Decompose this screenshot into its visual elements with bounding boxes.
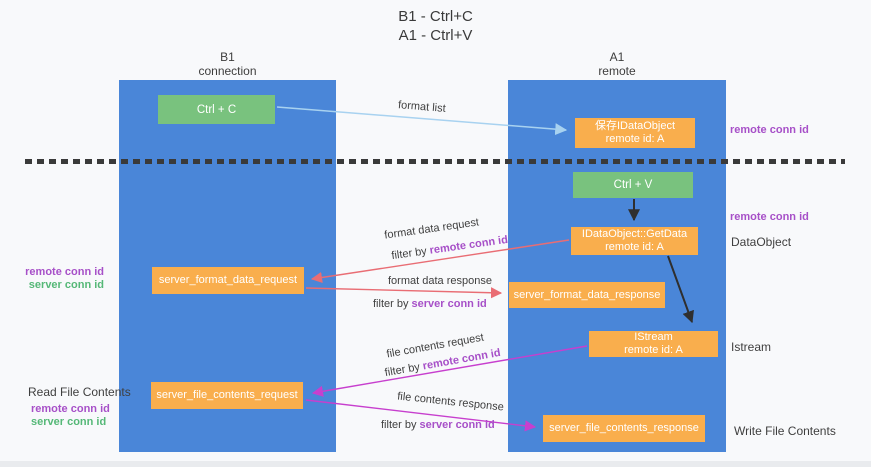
title-line-2: A1 - Ctrl+V [398, 27, 473, 44]
bottom-edge-bar [0, 461, 871, 467]
filter-by-text: filter by [390, 245, 428, 263]
remote-conn-id-text: remote conn id [428, 233, 509, 257]
server-format-data-response-box: server_format_data_response [509, 282, 665, 308]
filter-by-text: filter by [373, 298, 409, 310]
format-list-label: format list [397, 99, 447, 115]
file-contents-response-label: file contents response [396, 390, 505, 414]
ctrl-c-label: Ctrl + C [196, 103, 237, 116]
column-header-b1: B1 connection [119, 50, 336, 78]
filter-by-text: filter by [381, 419, 417, 431]
server-format-data-response-label: server_format_data_response [513, 288, 661, 301]
remote-conn-id-annotation-bottom-left: remote conn id [31, 403, 110, 415]
column-header-a1: A1 remote [508, 50, 726, 78]
istream-annotation: Istream [731, 340, 772, 354]
remote-conn-id-annotation-mid: remote conn id [730, 211, 809, 223]
format-data-request-label: format data request [383, 216, 480, 242]
column-a1-name: A1 [609, 50, 625, 64]
dashed-divider [25, 159, 845, 164]
server-file-contents-request-box: server_file_contents_request [151, 382, 303, 409]
column-a1-role: remote [598, 64, 636, 78]
getdata-line1: IDataObject::GetData [581, 228, 688, 240]
server-file-contents-response-label: server_file_contents_response [549, 422, 699, 434]
server-format-data-request-label: server_format_data_request [158, 274, 298, 286]
diagram-title: B1 - Ctrl+C A1 - Ctrl+V [0, 7, 871, 45]
column-b1-name: B1 [220, 50, 235, 64]
server-conn-id-annotation-left: server conn id [28, 279, 104, 291]
remote-conn-id-annotation-left: remote conn id [25, 266, 104, 278]
remote-conn-id-annotation-top: remote conn id [730, 124, 809, 136]
server-file-contents-response-box: server_file_contents_response [543, 415, 705, 442]
format-data-response-label: format data response [388, 275, 492, 287]
file-contents-response-filter-label: filter by server conn id [381, 419, 495, 431]
save-idataobject-line1: 保存IDataObject [594, 120, 676, 132]
filter-by-text: filter by [383, 361, 421, 380]
ctrl-v-box: Ctrl + V [573, 172, 693, 198]
save-idataobject-line2: remote id: A [605, 133, 665, 145]
server-conn-id-text: server conn id [419, 419, 495, 431]
ctrl-v-label: Ctrl + V [613, 179, 653, 191]
title-line-1: B1 - Ctrl+C [398, 8, 473, 25]
istream-line1: IStream [634, 331, 673, 343]
istream-line2: remote id: A [624, 344, 683, 356]
save-idataobject-box: 保存IDataObject remote id: A [575, 118, 695, 148]
ctrl-c-box: Ctrl + C [158, 95, 275, 124]
idataobject-getdata-box: IDataObject::GetData remote id: A [571, 227, 698, 255]
write-file-contents-annotation: Write File Contents [734, 424, 836, 438]
getdata-line2: remote id: A [605, 241, 664, 253]
server-conn-id-text: server conn id [411, 298, 487, 310]
column-b1-role: connection [198, 64, 257, 78]
server-conn-id-annotation-bottom-left: server conn id [31, 416, 107, 428]
read-file-contents-annotation: Read File Contents [28, 385, 131, 399]
server-format-data-request-box: server_format_data_request [152, 267, 304, 294]
dataobject-annotation: DataObject [731, 235, 792, 249]
server-file-contents-request-label: server_file_contents_request [156, 389, 298, 401]
format-data-response-filter-label: filter by server conn id [373, 298, 487, 310]
istream-box: IStream remote id: A [589, 331, 718, 357]
